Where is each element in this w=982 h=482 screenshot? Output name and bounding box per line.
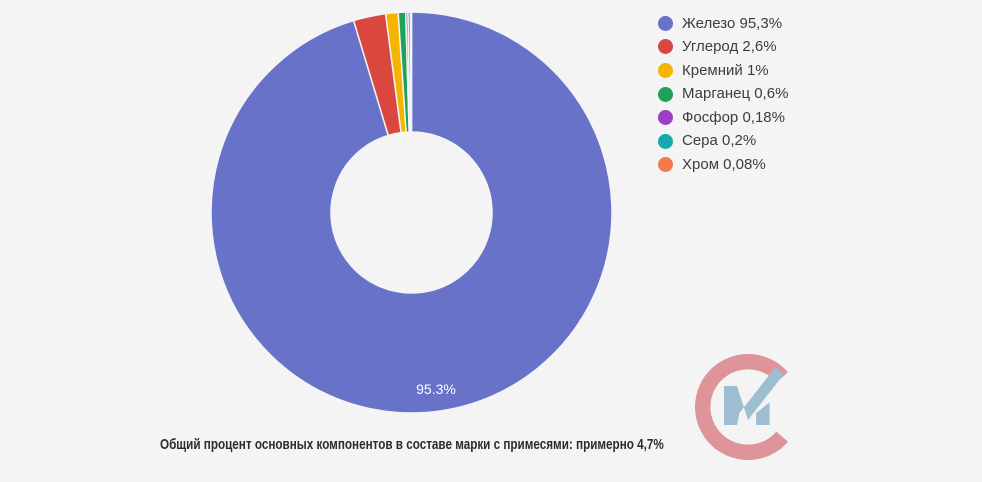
svg-text:95.3%: 95.3% [416,381,456,397]
